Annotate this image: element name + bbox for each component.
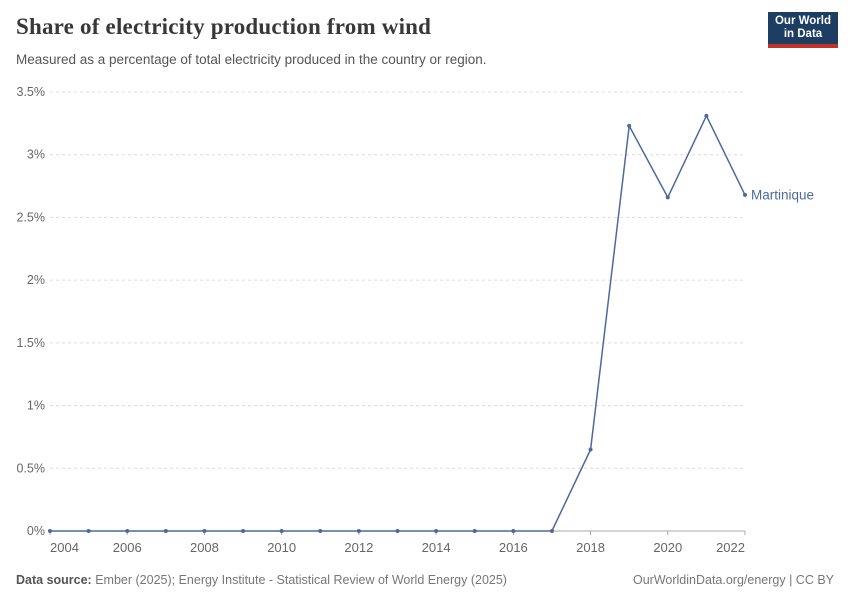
chart-footer: Data source: Ember (2025); Energy Instit… xyxy=(16,573,834,587)
x-tick-label-2014: 2014 xyxy=(422,540,451,555)
x-tick-label-2018: 2018 xyxy=(576,540,605,555)
x-tick-label-2010: 2010 xyxy=(267,540,296,555)
x-tick-label-2004: 2004 xyxy=(50,540,79,555)
x-tick-label-2012: 2012 xyxy=(344,540,373,555)
page-subtitle: Measured as a percentage of total electr… xyxy=(16,52,487,67)
data-source-text: Ember (2025); Energy Institute - Statist… xyxy=(91,573,507,587)
data-point-2008 xyxy=(202,529,207,533)
data-point-2012 xyxy=(356,529,361,533)
y-tick-label-1%: 1% xyxy=(27,399,45,413)
data-point-2020 xyxy=(665,195,670,200)
data-point-2014 xyxy=(434,529,439,533)
y-tick-label-0%: 0% xyxy=(27,524,45,538)
data-point-2022 xyxy=(743,192,747,197)
x-tick-label-2016: 2016 xyxy=(499,540,528,555)
data-point-2011 xyxy=(318,529,323,533)
x-tick-label-2006: 2006 xyxy=(113,540,142,555)
entity-label-Martinique: Martinique xyxy=(751,187,814,202)
owid-logo[interactable]: Our World in Data xyxy=(768,12,838,48)
x-tick-label-2022: 2022 xyxy=(716,540,745,555)
data-point-2016 xyxy=(511,529,516,533)
data-point-2004 xyxy=(48,529,52,533)
data-point-2019 xyxy=(627,123,632,128)
owid-url-license[interactable]: OurWorldinData.org/energy | CC BY xyxy=(632,573,834,587)
data-point-2007 xyxy=(163,529,168,533)
data-point-2015 xyxy=(472,529,477,533)
data-point-2018 xyxy=(588,447,593,452)
data-point-2017 xyxy=(549,529,554,533)
y-tick-label-0.5%: 0.5% xyxy=(17,461,46,475)
data-point-2005 xyxy=(86,529,91,533)
x-tick-label-2008: 2008 xyxy=(190,540,219,555)
y-tick-label-1.5%: 1.5% xyxy=(17,336,46,350)
y-tick-label-2%: 2% xyxy=(27,273,45,287)
page-title: Share of electricity production from win… xyxy=(16,14,432,39)
y-tick-label-3.5%: 3.5% xyxy=(17,85,46,99)
data-point-2006 xyxy=(125,529,130,533)
x-tick-label-2020: 2020 xyxy=(653,540,682,555)
y-tick-label-2.5%: 2.5% xyxy=(17,210,46,224)
owid-logo-line2: in Data xyxy=(783,28,823,40)
y-tick-label-3%: 3% xyxy=(27,148,45,162)
data-point-2021 xyxy=(704,113,709,118)
owid-logo-line1: Our World xyxy=(774,15,831,27)
data-source-note: Data source: Ember (2025); Energy Instit… xyxy=(16,573,507,587)
data-point-2010 xyxy=(279,529,284,533)
data-point-2009 xyxy=(241,529,246,533)
data-source-label: Data source: xyxy=(16,573,92,587)
wind-share-line-chart: 0% 0.5% 1% 1.5% 2% 2.5% 3% 3.5% 2004 2006 2008 2010… xyxy=(17,85,815,555)
data-point-2013 xyxy=(395,529,400,533)
